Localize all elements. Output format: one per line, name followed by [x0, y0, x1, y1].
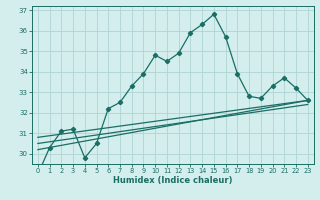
X-axis label: Humidex (Indice chaleur): Humidex (Indice chaleur) [113, 176, 233, 185]
